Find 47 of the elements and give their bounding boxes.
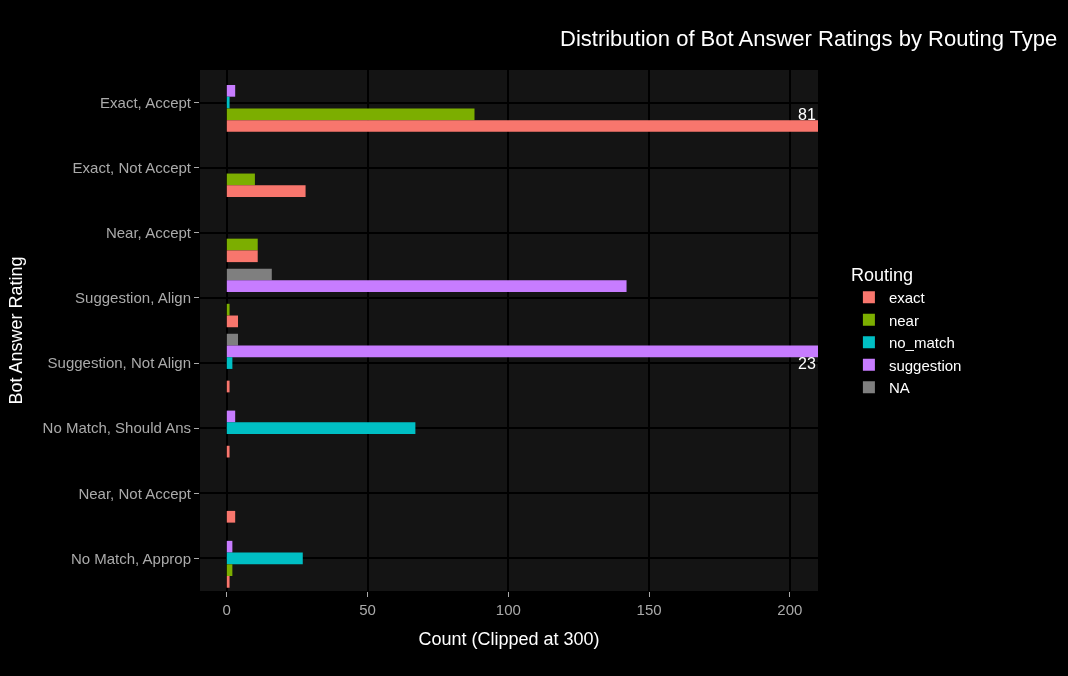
bar xyxy=(226,576,230,588)
bar xyxy=(226,108,475,121)
bar xyxy=(226,357,233,369)
bar xyxy=(226,185,306,197)
bar xyxy=(226,333,239,346)
bar xyxy=(226,510,236,523)
bar xyxy=(226,120,818,132)
legend-label: NA xyxy=(888,379,910,396)
annotation: 81 xyxy=(798,106,816,123)
bar xyxy=(226,238,258,251)
bar xyxy=(226,84,236,97)
bar xyxy=(226,315,239,328)
annotation: 23 xyxy=(798,355,816,372)
bar xyxy=(226,280,627,293)
bar xyxy=(226,564,233,577)
y-tick-label: Suggestion, Align xyxy=(75,289,191,307)
bar xyxy=(226,345,818,358)
bar xyxy=(226,250,258,263)
bar xyxy=(226,445,230,458)
legend-label: exact xyxy=(888,289,926,306)
y-tick-label: Exact, Accept xyxy=(100,93,192,111)
legend-title: Routing xyxy=(850,264,913,285)
y-tick-label: No Match, Should Ans xyxy=(42,419,191,437)
bar xyxy=(226,540,233,553)
bar xyxy=(226,173,255,186)
bar xyxy=(226,268,272,281)
bar xyxy=(226,96,230,109)
bar xyxy=(226,303,230,316)
chart-title: Distribution of Bot Answer Ratings by Routing Type xyxy=(560,25,1058,51)
y-tick-label: Near, Accept xyxy=(105,224,192,242)
bar xyxy=(226,552,303,565)
y-tick-label: Suggestion, Not Align xyxy=(47,354,191,372)
y-axis-title: Bot Answer Rating xyxy=(5,256,26,405)
x-axis-title: Count (Clipped at 300) xyxy=(418,629,600,650)
y-tick-label: Near, Not Accept xyxy=(78,484,192,502)
legend-label: near xyxy=(888,311,919,329)
bar xyxy=(226,422,416,435)
y-tick-label: No Match, Approp xyxy=(70,549,191,567)
x-tick-label: 0 xyxy=(222,601,231,618)
x-tick-label: 200 xyxy=(777,601,803,618)
y-tick-label: Exact, Not Accept xyxy=(72,158,192,176)
x-tick-label: 50 xyxy=(359,601,376,618)
legend-label: suggestion xyxy=(888,356,962,374)
x-tick-label: 100 xyxy=(495,601,521,618)
bar xyxy=(226,380,230,393)
x-tick-label: 150 xyxy=(636,601,662,618)
legend-label: no_match xyxy=(888,334,955,351)
